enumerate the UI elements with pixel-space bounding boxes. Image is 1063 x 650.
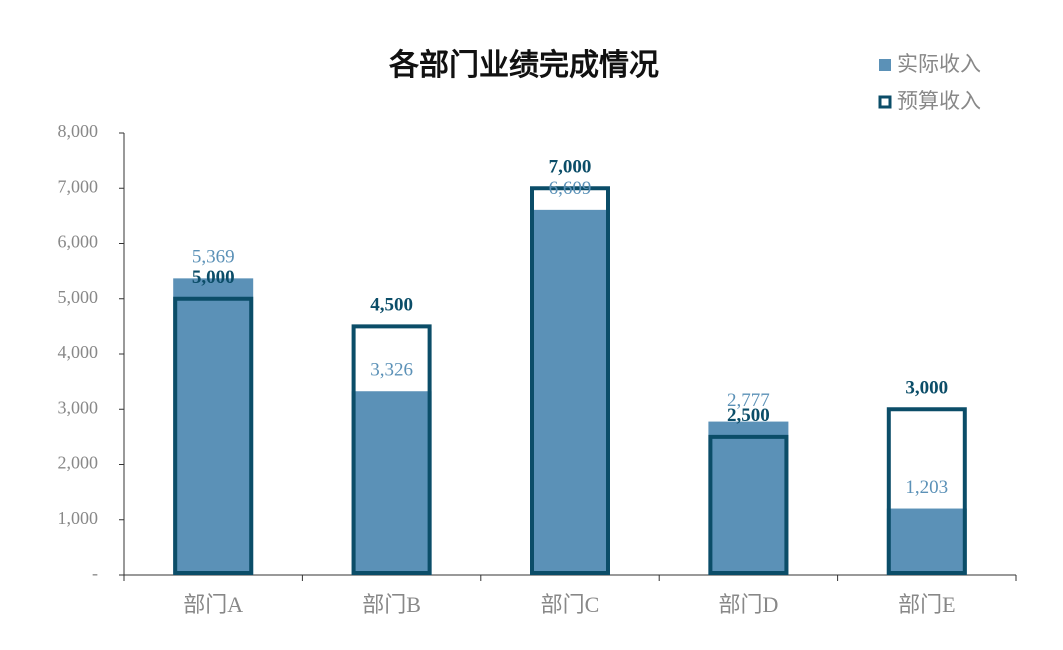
x-tick-label: 部门D — [718, 592, 778, 617]
bar-budget — [173, 296, 254, 575]
x-tick-label: 部门E — [898, 592, 955, 617]
value-label-budget: 3,000 — [905, 378, 948, 399]
legend-swatch — [879, 59, 891, 71]
bar-actual — [708, 421, 789, 575]
value-label-budget: 4,500 — [370, 295, 413, 316]
y-tick-label: 2,000 — [58, 453, 99, 473]
bar-actual — [351, 391, 432, 575]
y-tick-label: 7,000 — [58, 176, 99, 196]
y-tick-label: 4,000 — [58, 342, 99, 362]
bar-actual — [173, 278, 254, 575]
value-label-budget: 7,000 — [549, 157, 592, 178]
y-tick-label: 1,000 — [58, 508, 99, 528]
x-tick-label: 部门A — [183, 592, 243, 617]
value-label-actual: 1,203 — [905, 477, 948, 498]
bar-actual — [886, 508, 967, 575]
y-tick-label: 5,000 — [58, 287, 99, 307]
value-label-budget: 5,000 — [192, 267, 235, 288]
value-label-actual: 5,369 — [192, 247, 235, 268]
value-label-actual: 6,609 — [549, 178, 592, 199]
bar-budget — [708, 434, 789, 575]
bar-budget — [351, 324, 432, 575]
y-tick-label: - — [92, 563, 98, 583]
y-tick-label: 8,000 — [58, 121, 99, 141]
x-tick-label: 部门C — [541, 592, 600, 617]
x-tick-label: 部门B — [362, 592, 421, 617]
bar-actual — [530, 209, 610, 575]
value-label-budget: 2,500 — [727, 405, 770, 426]
bar-budget — [530, 186, 610, 575]
legend-label: 预算收入 — [897, 89, 981, 113]
legend-label: 实际收入 — [897, 52, 981, 76]
value-label-actual: 3,326 — [370, 360, 413, 381]
legend-swatch — [878, 95, 892, 109]
y-tick-label: 3,000 — [58, 397, 99, 417]
value-label-actual: 2,777 — [727, 390, 770, 411]
chart-title: 各部门业绩完成情况 — [388, 48, 659, 82]
y-tick-label: 6,000 — [58, 232, 99, 252]
bar-budget — [886, 407, 967, 575]
